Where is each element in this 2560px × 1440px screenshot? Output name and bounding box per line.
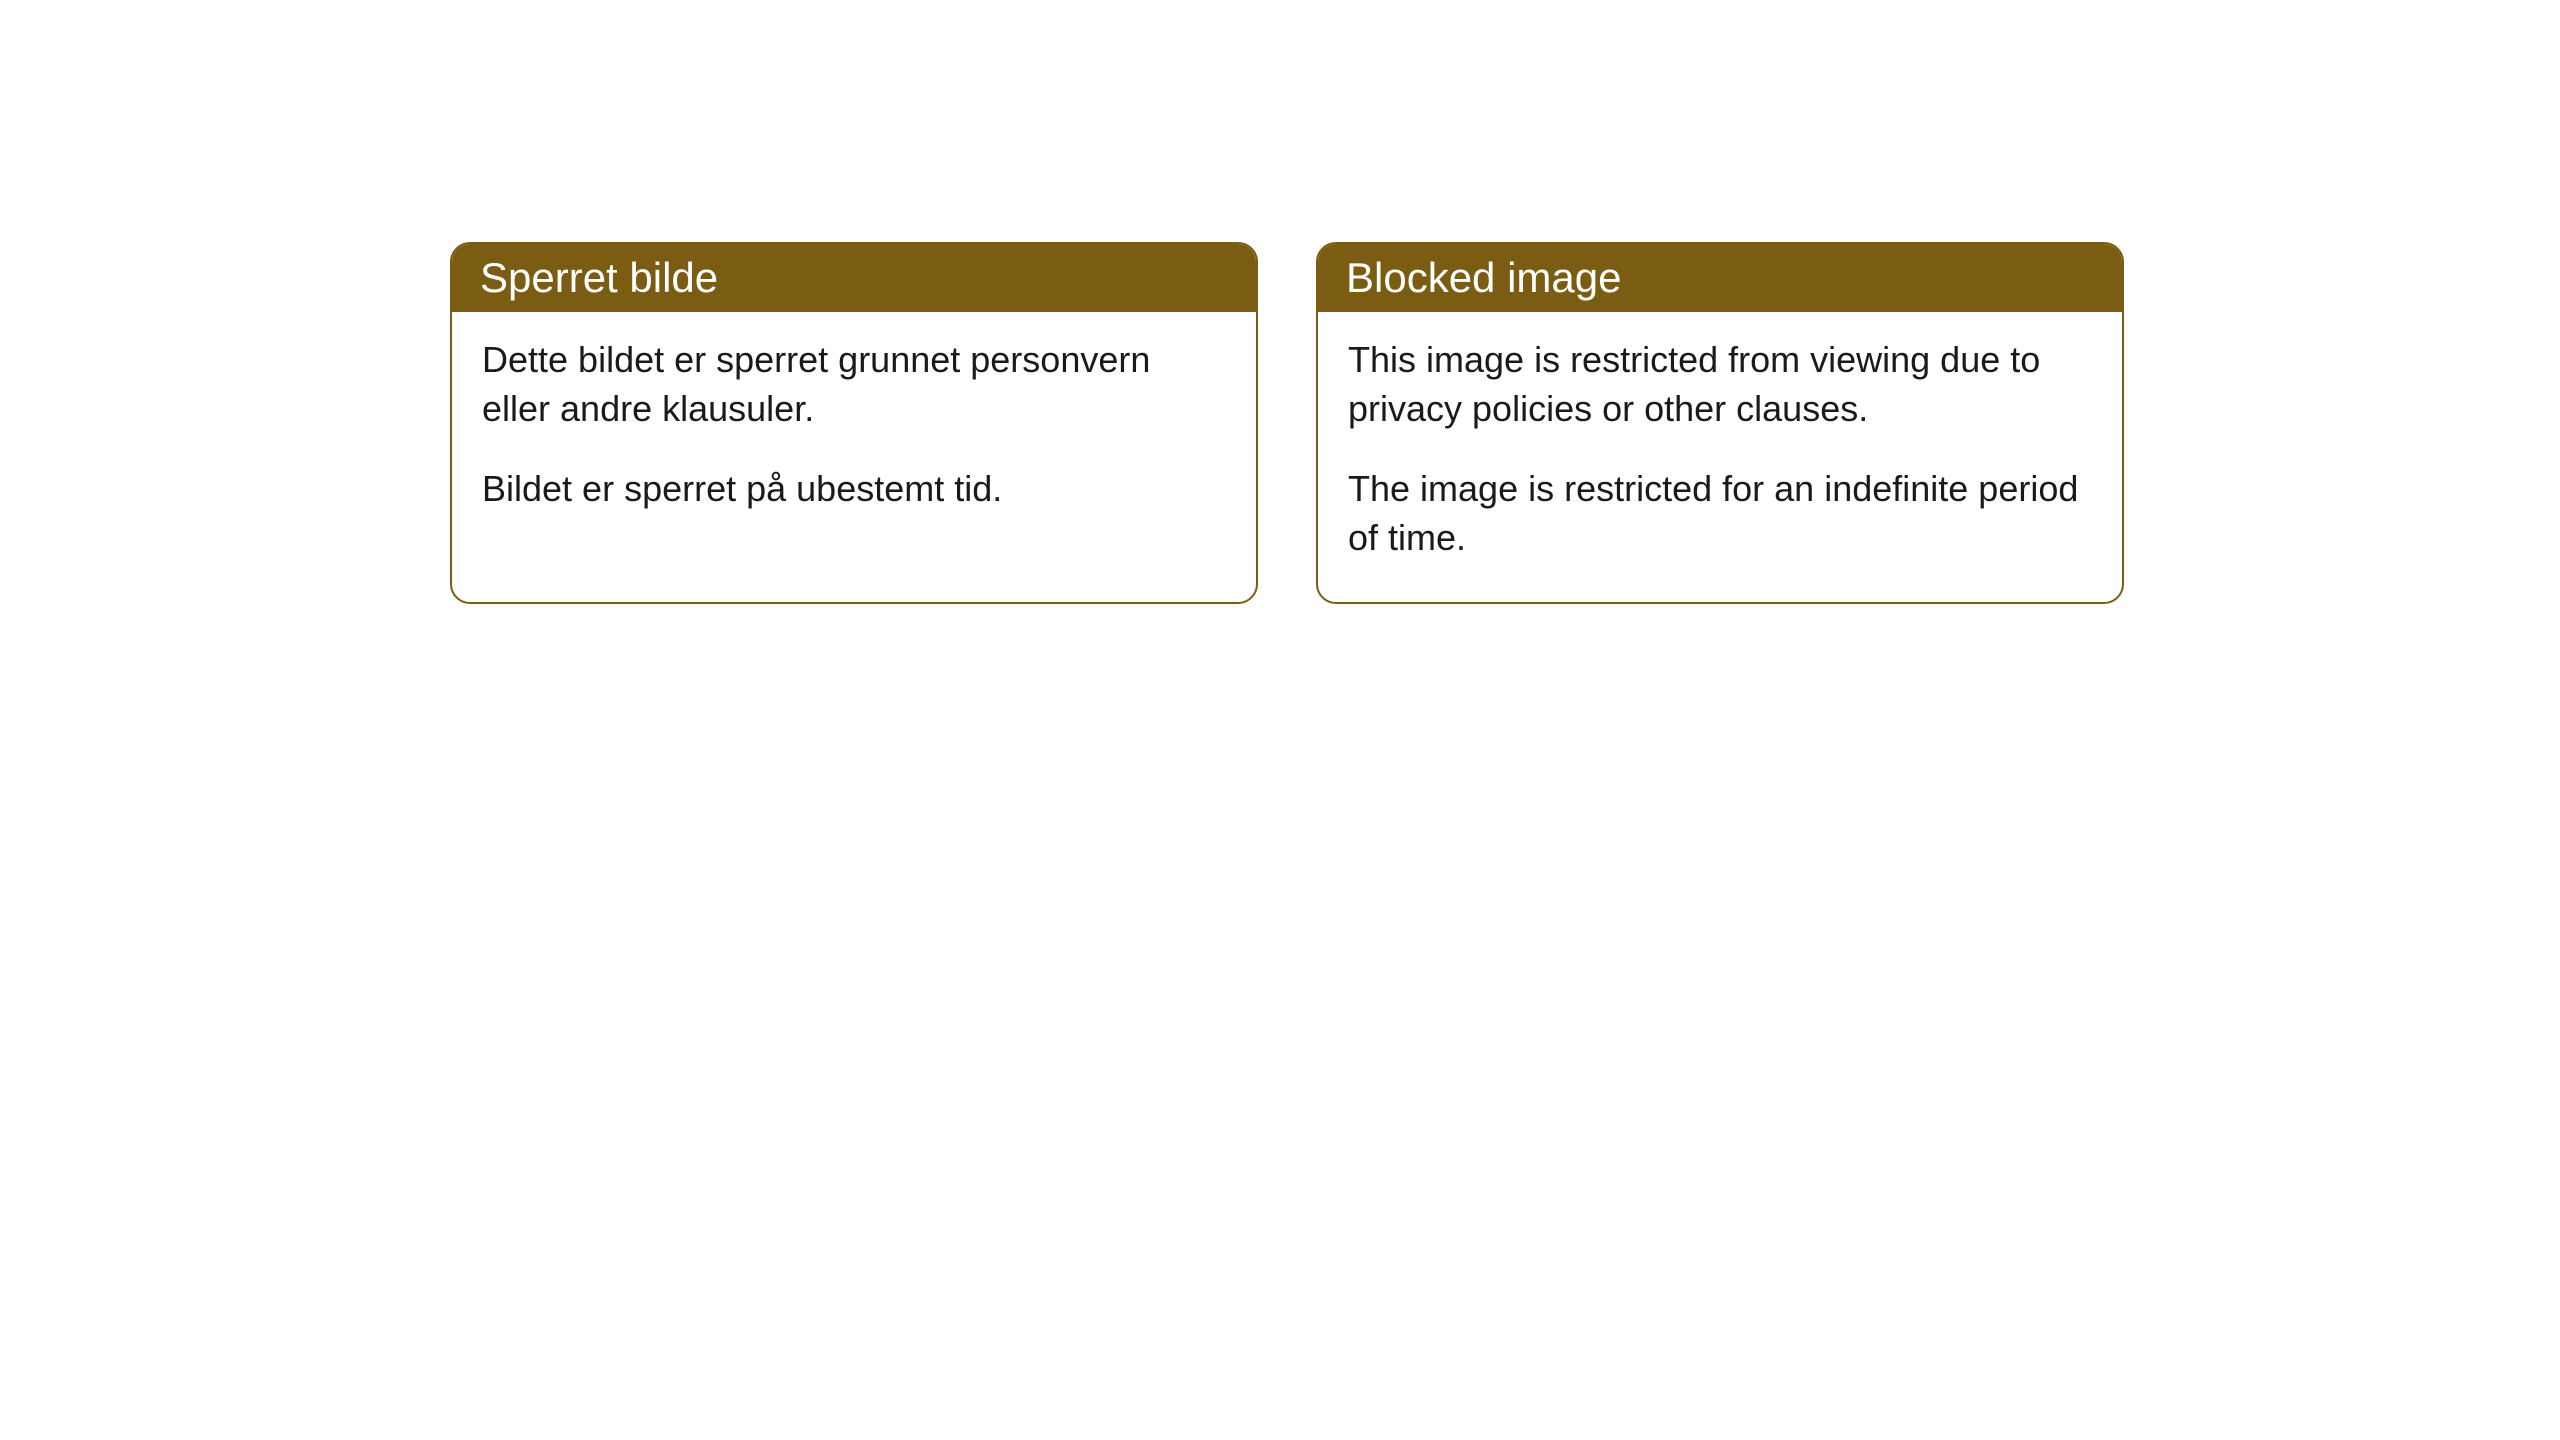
card-body-norwegian: Dette bildet er sperret grunnet personve… — [452, 312, 1256, 554]
card-body-english: This image is restricted from viewing du… — [1318, 312, 2122, 602]
card-header-norwegian: Sperret bilde — [452, 244, 1256, 312]
card-paragraph-norwegian-2: Bildet er sperret på ubestemt tid. — [482, 465, 1226, 514]
card-paragraph-norwegian-1: Dette bildet er sperret grunnet personve… — [482, 336, 1226, 433]
notice-cards-container: Sperret bilde Dette bildet er sperret gr… — [450, 242, 2124, 604]
card-header-english: Blocked image — [1318, 244, 2122, 312]
card-paragraph-english-1: This image is restricted from viewing du… — [1348, 336, 2092, 433]
notice-card-norwegian: Sperret bilde Dette bildet er sperret gr… — [450, 242, 1258, 604]
card-title-norwegian: Sperret bilde — [480, 254, 718, 301]
card-title-english: Blocked image — [1346, 254, 1621, 301]
card-paragraph-english-2: The image is restricted for an indefinit… — [1348, 465, 2092, 562]
notice-card-english: Blocked image This image is restricted f… — [1316, 242, 2124, 604]
